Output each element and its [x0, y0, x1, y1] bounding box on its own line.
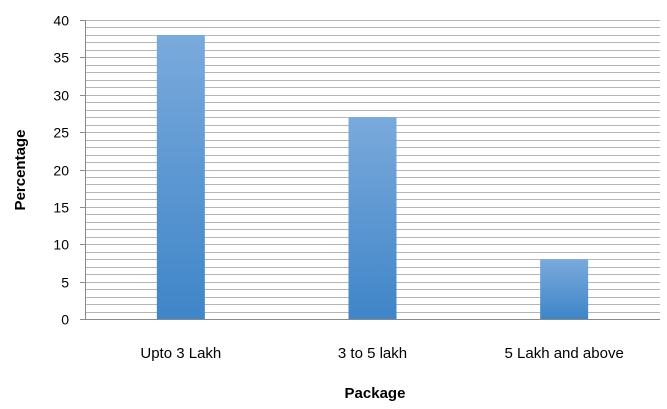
- bar: [348, 117, 397, 319]
- y-tick-label: 5: [61, 275, 69, 291]
- y-tick-label: 15: [53, 200, 69, 216]
- axes: [80, 20, 660, 320]
- x-category-label: 5 Lakh and above: [505, 345, 624, 362]
- bar: [156, 34, 205, 319]
- y-tick-label: 25: [53, 125, 69, 141]
- bar: [540, 259, 589, 319]
- y-tick-label: 10: [53, 237, 69, 253]
- y-axis-title: Percentage: [12, 130, 29, 211]
- y-tick-label: 30: [53, 88, 69, 104]
- y-tick-label: 0: [61, 312, 69, 328]
- x-category-label: Upto 3 Lakh: [140, 345, 221, 362]
- y-tick-label: 20: [53, 163, 69, 179]
- tick-labels: 0 5 10 15 20 25 30 35 40 Upto 3 Lakh 3 to 5 lakh 5 …: [53, 13, 623, 363]
- y-tick-label: 35: [53, 50, 69, 66]
- x-category-label: 3 to 5 lakh: [338, 345, 407, 362]
- x-axis-title: Package: [345, 385, 406, 402]
- bars: [156, 34, 589, 319]
- y-tick-label: 40: [53, 13, 69, 29]
